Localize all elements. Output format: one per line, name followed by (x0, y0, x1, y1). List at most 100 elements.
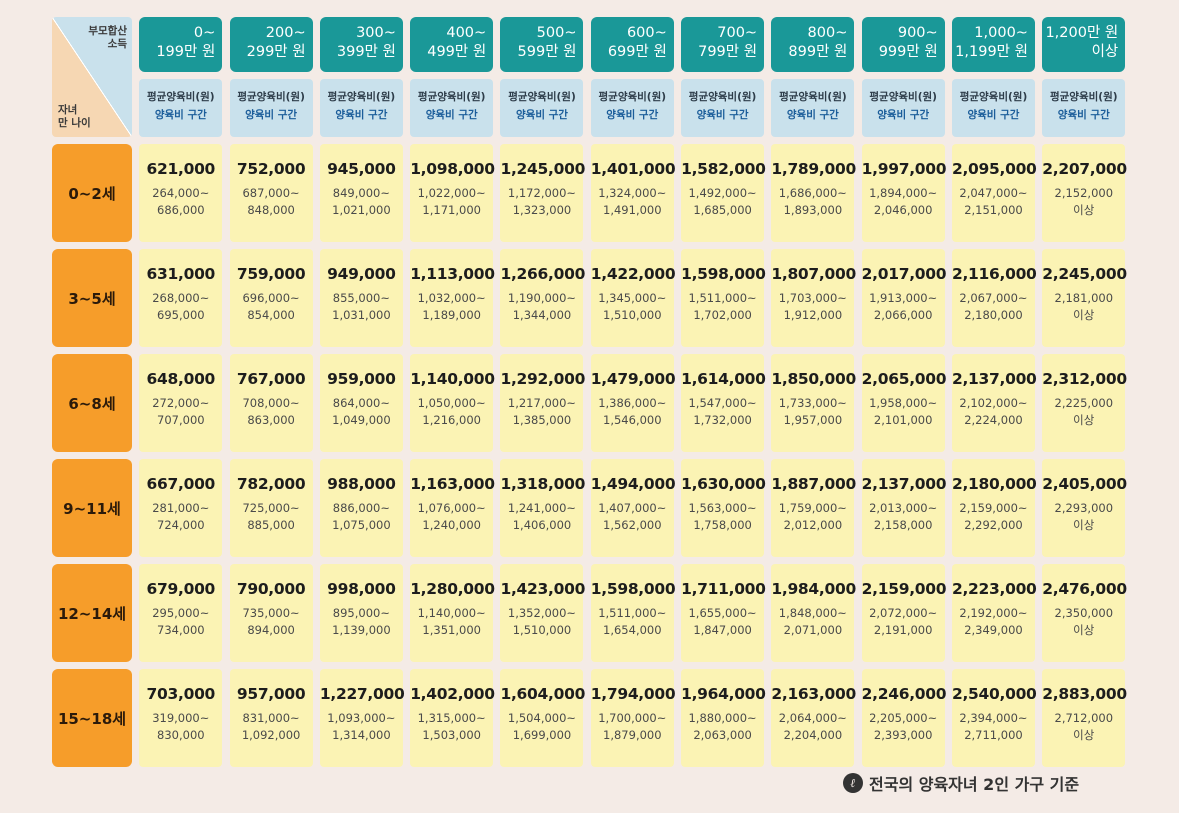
average-cost-value: 2,137,000 (951, 370, 1037, 388)
column-subheader: 평균양육비(원) 양육비 구간 (771, 79, 855, 137)
cost-range-value: 1,315,000~ 1,503,000 (417, 711, 486, 742)
cost-range-value: 2,205,000~ 2,393,000 (869, 711, 938, 742)
cost-cell: 988,000 886,000~ 1,075,000 (319, 459, 403, 557)
income-bracket-header: 600~ 699만 원 (590, 17, 674, 72)
column-subheader: 평균양육비(원) 양육비 구간 (410, 79, 494, 137)
cost-cell: 1,422,000 1,345,000~ 1,510,000 (590, 249, 676, 347)
average-cost-label: 평균양육비(원) (237, 91, 305, 103)
cost-range-value: 295,000~ 734,000 (152, 606, 210, 637)
cost-cell: 1,227,000 1,093,000~ 1,314,000 (319, 669, 405, 767)
average-cost-label: 평균양육비(원) (327, 91, 396, 103)
average-cost-value: 1,098,000 (410, 160, 495, 178)
income-bracket-header: 400~ 499만 원 (410, 17, 494, 72)
cost-cell: 1,280,000 1,140,000~ 1,351,000 (410, 564, 495, 662)
column-subheader: 평균양육비(원) 양육비 구간 (1042, 79, 1126, 137)
cost-cell: 1,582,000 1,492,000~ 1,685,000 (681, 144, 766, 242)
cost-range-value: 2,072,000~ 2,191,000 (869, 606, 938, 637)
average-cost-value: 2,207,000 (1042, 160, 1127, 178)
income-axis-label: 부모합산 소득 (88, 25, 127, 51)
age-group-label: 12~14세 (52, 564, 132, 662)
cost-range-value: 2,293,000 이상 (1054, 501, 1114, 532)
average-cost-value: 949,000 (327, 265, 396, 283)
average-cost-value: 648,000 (146, 370, 216, 388)
cost-range-value: 1,958,000~ 2,101,000 (869, 396, 938, 427)
cost-range-value: 1,190,000~ 1,344,000 (507, 291, 577, 322)
average-cost-value: 1,402,000 (410, 685, 495, 703)
cost-range-value: 319,000~ 830,000 (152, 711, 210, 742)
cost-cell: 2,137,000 2,013,000~ 2,158,000 (861, 459, 947, 557)
column-subheader: 평균양육비(원) 양육비 구간 (319, 79, 403, 137)
average-cost-value: 1,887,000 (771, 475, 856, 493)
cost-range-value: 1,511,000~ 1,702,000 (688, 291, 757, 322)
cost-range-value: 1,703,000~ 1,912,000 (778, 291, 847, 322)
column-subheader: 평균양육비(원) 양육비 구간 (681, 79, 765, 137)
cost-range-value: 2,192,000~ 2,349,000 (959, 606, 1028, 637)
cost-range-value: 1,172,000~ 1,323,000 (507, 186, 577, 217)
age-group-label: 6~8세 (52, 354, 132, 452)
average-cost-label: 평균양육비(원) (869, 91, 937, 103)
cost-range-value: 1,700,000~ 1,879,000 (598, 711, 667, 742)
average-cost-value: 621,000 (146, 160, 216, 178)
cost-range-value: 1,563,000~ 1,758,000 (688, 501, 757, 532)
column-subheader: 평균양육비(원) 양육비 구간 (229, 79, 313, 137)
cost-range-label: 양육비 구간 (154, 109, 207, 121)
age-group-label: 15~18세 (52, 669, 132, 767)
cost-range-value: 2,181,000 이상 (1054, 291, 1114, 322)
cost-range-value: 264,000~ 686,000 (152, 186, 210, 217)
cost-range-value: 1,093,000~ 1,314,000 (327, 711, 396, 742)
cost-cell: 631,000 268,000~ 695,000 (139, 249, 223, 347)
cost-range-value: 1,032,000~ 1,189,000 (417, 291, 486, 322)
average-cost-value: 1,318,000 (500, 475, 586, 493)
cost-cell: 945,000 849,000~ 1,021,000 (319, 144, 403, 242)
average-cost-value: 790,000 (236, 580, 306, 598)
cost-cell: 1,964,000 1,880,000~ 2,063,000 (681, 669, 766, 767)
cost-cell: 949,000 855,000~ 1,031,000 (319, 249, 403, 347)
cost-range-value: 831,000~ 1,092,000 (241, 711, 301, 742)
average-cost-value: 1,630,000 (681, 475, 766, 493)
average-cost-value: 988,000 (327, 475, 396, 493)
average-cost-value: 759,000 (236, 265, 306, 283)
average-cost-value: 1,984,000 (771, 580, 856, 598)
cost-range-value: 1,733,000~ 1,957,000 (778, 396, 847, 427)
cost-cell: 621,000 264,000~ 686,000 (139, 144, 223, 242)
cost-cell: 1,292,000 1,217,000~ 1,385,000 (500, 354, 586, 452)
cost-cell: 1,807,000 1,703,000~ 1,912,000 (771, 249, 856, 347)
cost-cell: 1,604,000 1,504,000~ 1,699,000 (500, 669, 585, 767)
cost-cell: 1,850,000 1,733,000~ 1,957,000 (771, 354, 856, 452)
cost-cell: 2,137,000 2,102,000~ 2,224,000 (951, 354, 1037, 452)
average-cost-label: 평균양육비(원) (1049, 91, 1118, 103)
average-cost-value: 1,494,000 (590, 475, 676, 493)
average-cost-label: 평균양육비(원) (959, 91, 1028, 103)
cost-range-value: 687,000~ 848,000 (242, 186, 300, 217)
column-subheader: 평균양육비(원) 양육비 구간 (500, 79, 584, 137)
average-cost-value: 2,246,000 (861, 685, 947, 703)
average-cost-value: 2,095,000 (951, 160, 1037, 178)
income-bracket-header: 1,000~ 1,199만 원 (951, 17, 1035, 72)
cost-cell: 1,598,000 1,511,000~ 1,702,000 (681, 249, 766, 347)
column-subheader: 평균양육비(원) 양육비 구간 (861, 79, 945, 137)
cost-range-value: 1,241,000~ 1,406,000 (507, 501, 577, 532)
cost-range-value: 1,140,000~ 1,351,000 (417, 606, 486, 637)
average-cost-value: 2,065,000 (861, 370, 947, 388)
footnote-text: 전국의 양육자녀 2인 가구 기준 (869, 775, 1080, 794)
average-cost-value: 2,405,000 (1042, 475, 1127, 493)
cost-cell: 782,000 725,000~ 885,000 (229, 459, 313, 557)
cost-range-label: 양육비 구간 (425, 109, 478, 121)
cost-cell: 1,630,000 1,563,000~ 1,758,000 (681, 459, 766, 557)
average-cost-value: 1,292,000 (500, 370, 586, 388)
average-cost-value: 1,614,000 (681, 370, 766, 388)
average-cost-value: 2,180,000 (951, 475, 1037, 493)
cost-range-label: 양육비 구간 (696, 109, 749, 121)
cost-range-value: 1,894,000~ 2,046,000 (869, 186, 938, 217)
cost-cell: 2,065,000 1,958,000~ 2,101,000 (861, 354, 947, 452)
age-group-label: 9~11세 (52, 459, 132, 557)
cost-range-value: 2,159,000~ 2,292,000 (959, 501, 1028, 532)
average-cost-value: 782,000 (236, 475, 306, 493)
average-cost-label: 평균양육비(원) (417, 91, 486, 103)
average-cost-value: 945,000 (327, 160, 396, 178)
cost-range-value: 1,880,000~ 2,063,000 (688, 711, 757, 742)
table-corner: 부모합산 소득 자녀 만 나이 (52, 17, 132, 137)
income-bracket-header: 200~ 299만 원 (229, 17, 313, 72)
average-cost-value: 2,137,000 (861, 475, 947, 493)
column-subheader: 평균양육비(원) 양육비 구간 (590, 79, 674, 137)
